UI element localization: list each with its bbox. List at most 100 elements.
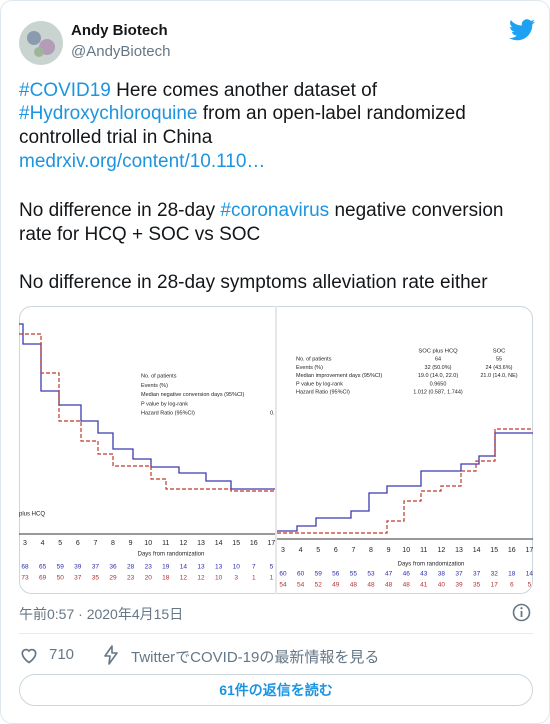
tweet-line: No difference in 28-day symptoms allevia… bbox=[19, 271, 488, 295]
at-risk-count: 60 bbox=[297, 571, 305, 578]
x-tick-label: 11 bbox=[420, 547, 427, 554]
table-label: Events (%) bbox=[141, 383, 168, 389]
at-risk-count: 23 bbox=[145, 564, 153, 571]
link[interactable]: #coronavirus bbox=[220, 200, 330, 221]
timestamp[interactable]: 午前0:57 · 2020年4月15日 bbox=[19, 606, 184, 622]
at-risk-count: 5 bbox=[270, 564, 274, 571]
at-risk-count: 52 bbox=[315, 582, 323, 589]
at-risk-count: 18 bbox=[508, 571, 516, 578]
at-risk-count: 39 bbox=[455, 582, 463, 589]
right-hcq-curve bbox=[277, 432, 533, 532]
at-risk-count: 39 bbox=[74, 564, 82, 571]
link[interactable]: #COVID19 bbox=[19, 80, 111, 101]
text-run: negative conversion bbox=[329, 200, 504, 221]
x-tick-label: 11 bbox=[162, 540, 169, 547]
at-risk-count: 37 bbox=[92, 564, 100, 571]
at-risk-count: 35 bbox=[92, 575, 100, 582]
x-tick-label: 17 bbox=[526, 547, 533, 554]
column-header: SOC plus HCQ bbox=[418, 349, 458, 355]
tweet-image[interactable]: No. of patients Events (%) Median negative… bbox=[19, 306, 533, 594]
text-run: Here comes another dataset of bbox=[110, 80, 378, 101]
table-label: Hazard Ratio (95%CI) bbox=[296, 390, 350, 396]
at-risk-count: 59 bbox=[315, 571, 323, 578]
x-tick-label: 9 bbox=[129, 540, 133, 547]
author-name[interactable]: Andy Biotech bbox=[71, 22, 168, 39]
x-tick-label: 16 bbox=[508, 547, 516, 554]
at-risk-count: 48 bbox=[403, 582, 411, 589]
table-value: 0.9650 bbox=[430, 381, 447, 387]
x-tick-label: 5 bbox=[316, 547, 320, 554]
at-risk-count: 17 bbox=[491, 582, 499, 589]
x-tick-label: 7 bbox=[351, 547, 355, 554]
table-value: 0. bbox=[270, 410, 275, 416]
at-risk-count: 6 bbox=[510, 582, 514, 589]
table-label: No. of patients bbox=[296, 356, 332, 362]
text-run: controlled trial in China bbox=[19, 127, 213, 148]
x-tick-label: 3 bbox=[23, 540, 27, 547]
at-risk-count: 65 bbox=[39, 564, 47, 571]
table-value: 21.0 (14.0, NE) bbox=[480, 373, 517, 379]
table-value: 64 bbox=[435, 356, 441, 362]
table-label: Hazard Ratio (95%CI) bbox=[141, 411, 195, 417]
at-risk-count: 73 bbox=[21, 575, 29, 582]
at-risk-count: 20 bbox=[145, 575, 153, 582]
at-risk-count: 53 bbox=[367, 571, 375, 578]
tweet-line: #COVID19 Here comes another dataset of bbox=[19, 79, 377, 103]
x-tick-label: 15 bbox=[232, 540, 240, 547]
x-tick-label: 10 bbox=[144, 540, 152, 547]
covid-info-link[interactable]: TwitterでCOVID-19の最新情報を見る bbox=[131, 649, 380, 666]
x-tick-label: 7 bbox=[93, 540, 97, 547]
x-tick-label: 4 bbox=[41, 540, 45, 547]
info-icon[interactable] bbox=[512, 603, 531, 622]
at-risk-count: 37 bbox=[455, 571, 463, 578]
x-tick-label: 13 bbox=[455, 547, 463, 554]
link[interactable]: medrxiv.org/content/10.110… bbox=[19, 151, 266, 172]
twitter-logo[interactable] bbox=[509, 19, 535, 41]
at-risk-count: 10 bbox=[215, 575, 223, 582]
x-tick-label: 6 bbox=[334, 547, 338, 554]
x-tick-label: 15 bbox=[490, 547, 498, 554]
at-risk-count: 5 bbox=[528, 582, 532, 589]
x-tick-label: 14 bbox=[215, 540, 223, 547]
text-run: No difference in 28-day symptoms allevia… bbox=[19, 272, 488, 293]
table-label: Median negative conversion days (95%CI) bbox=[141, 392, 245, 398]
at-risk-count: 3 bbox=[234, 575, 238, 582]
x-tick-label: 17 bbox=[268, 540, 276, 547]
table-label: P value by log-rank bbox=[141, 401, 188, 407]
like-count[interactable]: 710 bbox=[49, 646, 75, 663]
author-handle[interactable]: @AndyBiotech bbox=[71, 43, 171, 60]
at-risk-count: 47 bbox=[385, 571, 393, 578]
tweet-line: controlled trial in China bbox=[19, 126, 212, 150]
table-value: 32 (50.0%) bbox=[425, 365, 452, 371]
at-risk-count: 40 bbox=[438, 582, 446, 589]
left-soc-curve bbox=[19, 333, 275, 492]
at-risk-count: 32 bbox=[491, 571, 499, 578]
at-risk-count: 56 bbox=[332, 571, 340, 578]
text-run: rate for HCQ + SOC vs SOC bbox=[19, 224, 261, 245]
link[interactable]: #Hydroxychloroquine bbox=[19, 103, 198, 124]
at-risk-count: 43 bbox=[420, 571, 428, 578]
at-risk-count: 23 bbox=[127, 575, 135, 582]
table-label: No. of patients bbox=[141, 373, 177, 379]
x-tick-label: 8 bbox=[111, 540, 115, 547]
at-risk-count: 60 bbox=[279, 571, 287, 578]
table-label: Events (%) bbox=[296, 365, 323, 371]
at-risk-count: 14 bbox=[180, 564, 188, 571]
like-icon[interactable] bbox=[19, 645, 39, 665]
x-axis-label: Days from randomization bbox=[398, 562, 465, 568]
avatar[interactable] bbox=[19, 21, 63, 65]
x-axis-label: Days from randomization bbox=[138, 552, 205, 558]
at-risk-count: 1 bbox=[270, 575, 274, 582]
x-tick-label: 12 bbox=[438, 547, 446, 554]
at-risk-count: 10 bbox=[233, 564, 241, 571]
at-risk-count: 69 bbox=[39, 575, 47, 582]
lightning-icon[interactable] bbox=[103, 645, 119, 665]
at-risk-count: 48 bbox=[367, 582, 375, 589]
column-header: SOC bbox=[493, 349, 506, 355]
tweet-line: rate for HCQ + SOC vs SOC bbox=[19, 223, 260, 247]
at-risk-count: 55 bbox=[350, 571, 358, 578]
read-replies-button[interactable]: 61件の返信を読む bbox=[19, 674, 533, 706]
at-risk-count: 29 bbox=[109, 575, 117, 582]
tweet-line: medrxiv.org/content/10.110… bbox=[19, 150, 265, 174]
